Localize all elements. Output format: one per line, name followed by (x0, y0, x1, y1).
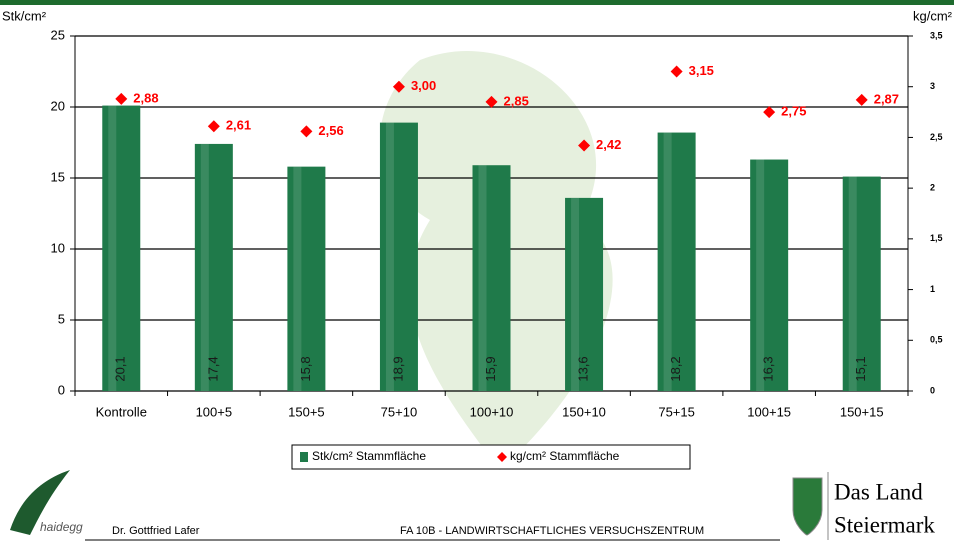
y2-tick-label: 1 (930, 284, 935, 294)
bar-value-label: 13,6 (575, 356, 590, 381)
point-value-label: 2,61 (226, 118, 251, 133)
point-value-label: 2,85 (504, 93, 529, 108)
bar-value-label: 15,9 (483, 356, 498, 381)
legend-label: kg/cm² Stammfläche (510, 449, 620, 463)
bar-value-label: 17,4 (205, 356, 220, 381)
point (115, 93, 127, 105)
y-tick-label: 10 (51, 240, 65, 255)
point-value-label: 2,87 (874, 91, 899, 106)
point (300, 125, 312, 137)
y-tick-label: 0 (58, 382, 65, 397)
bar (750, 160, 788, 391)
y-tick-label: 25 (51, 27, 65, 42)
bar (380, 123, 418, 391)
bar-value-label: 18,2 (668, 356, 683, 381)
x-tick-label: 75+15 (658, 404, 695, 419)
bar-highlight (664, 133, 672, 391)
bar-value-label: 18,9 (390, 356, 405, 381)
y-axis-unit: Stk/cm² (2, 8, 47, 23)
bar (102, 106, 140, 391)
point-value-label: 3,00 (411, 78, 436, 93)
y2-tick-label: 2 (930, 183, 935, 193)
institute: FA 10B - LANDWIRTSCHAFTLICHES VERSUCHSZE… (400, 525, 704, 537)
author: Dr. Gottfried Lafer (112, 525, 200, 537)
bar (195, 144, 233, 391)
point-value-label: 2,56 (318, 123, 343, 138)
legend-label: Stk/cm² Stammfläche (312, 449, 426, 463)
point-value-label: 2,42 (596, 137, 621, 152)
bar-highlight (386, 123, 394, 391)
x-tick-label: 75+10 (381, 404, 418, 419)
y2-tick-label: 1,5 (930, 233, 943, 243)
y2-tick-label: 3,5 (930, 30, 943, 40)
point-value-label: 2,88 (133, 90, 158, 105)
y2-tick-label: 0 (930, 385, 935, 395)
bar-value-label: 16,3 (761, 356, 776, 381)
slide: Stk/cm² kg/cm² 0 5 10 15 20 25 0 0,5 1 1,5 2 2,5 3 3,… (0, 0, 954, 546)
x-tick-label: 150+5 (288, 404, 325, 419)
point (763, 106, 775, 118)
point-value-label: 3,15 (689, 63, 714, 78)
logo-left: haidegg (40, 520, 83, 534)
bar-highlight (108, 106, 116, 391)
x-tick-label: 100+15 (747, 404, 791, 419)
bar-value-label: 15,1 (853, 356, 868, 381)
x-tick-label: 150+15 (840, 404, 884, 419)
x-tick-label: 100+5 (196, 404, 233, 419)
y-tick-label: 5 (58, 311, 65, 326)
x-tick-label: Kontrolle (96, 404, 147, 419)
point-value-label: 2,75 (781, 104, 806, 119)
logo-right-line2: Steiermark (834, 512, 935, 537)
point (671, 66, 683, 78)
y-tick-label: 20 (51, 98, 65, 113)
coat-of-arms (793, 478, 822, 535)
y2-tick-label: 3 (930, 81, 935, 91)
bar (658, 133, 696, 391)
bar-highlight (201, 144, 209, 391)
point (856, 94, 868, 106)
y-tick-label: 15 (51, 169, 65, 184)
y2-axis-unit: kg/cm² (913, 8, 953, 23)
y2-tick-label: 0,5 (930, 335, 943, 345)
bar-value-label: 20,1 (113, 356, 128, 381)
y2-tick-label: 2,5 (930, 132, 943, 142)
point (208, 120, 220, 132)
legend-swatch (300, 452, 308, 462)
x-tick-label: 150+10 (562, 404, 606, 419)
bar-highlight (756, 160, 764, 391)
top-bar (0, 0, 954, 5)
bar-value-label: 15,8 (298, 356, 313, 381)
logo-right-line1: Das Land (834, 479, 923, 504)
x-tick-label: 100+10 (470, 404, 514, 419)
